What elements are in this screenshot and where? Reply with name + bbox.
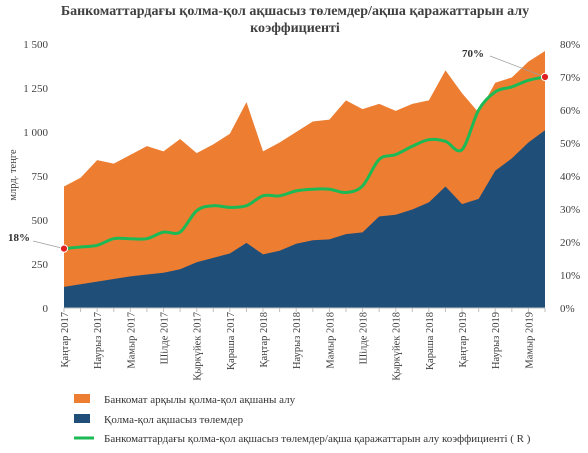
y-tick-label: 500 <box>32 215 49 227</box>
x-tick-label: Қаңтар 2019 <box>458 312 469 368</box>
x-axis: Қаңтар 2017 Наурыз 2017 Мамыр 2017 Шілде 20… <box>60 307 546 381</box>
annotations: 18% 70% <box>8 48 550 253</box>
y-tick-label: 750 <box>32 171 49 183</box>
x-tick-label: Қаңтар 2017 <box>60 312 71 368</box>
plot-area <box>63 51 546 308</box>
chart-title-line-2: коэффициенті <box>250 21 340 36</box>
annotation-leader <box>32 240 65 249</box>
x-tick-label: Наурыз 2018 <box>292 312 303 369</box>
annotation-marker <box>59 244 69 253</box>
y-axis-left: 0 250 500 750 1 000 1 250 1 500 <box>23 39 48 315</box>
y2-tick-label: 0% <box>560 303 575 315</box>
annotation-leader <box>489 55 546 78</box>
legend-label-ratio: Банкоматтардағы қолма-қол ақшасыз төлемд… <box>104 433 531 445</box>
chart-title-line-1: Банкоматтардағы қолма-қол ақшасыз төлемд… <box>61 4 529 19</box>
x-tick-label: Қараша 2018 <box>425 312 436 370</box>
x-tick-label: Наурыз 2017 <box>93 312 104 369</box>
x-tick-label: Қараша 2017 <box>226 312 237 370</box>
y-tick-label: 0 <box>43 303 49 315</box>
annotation-label: 70% <box>462 48 484 60</box>
line-series-ratio <box>63 75 546 251</box>
x-tick-label: Наурыз 2019 <box>491 312 502 369</box>
annotation-marker <box>540 72 550 82</box>
y2-tick-label: 70% <box>560 72 580 84</box>
x-tick-label: Қыркүйек 2017 <box>193 312 204 381</box>
y-tick-label: 1 500 <box>23 39 48 51</box>
y2-tick-label: 50% <box>560 138 580 150</box>
y2-tick-label: 10% <box>560 270 580 282</box>
y2-tick-label: 30% <box>560 204 580 216</box>
y-axis-label: млрд. теңге <box>8 149 19 201</box>
x-tick-label: Мамыр 2017 <box>126 312 137 369</box>
legend: Банкомат арқылы қолма-қол ақшаны алу Қол… <box>74 394 531 445</box>
y2-tick-label: 40% <box>560 171 580 183</box>
y2-tick-label: 20% <box>560 237 580 249</box>
x-tick-label: Шілде 2018 <box>359 312 370 364</box>
area-series-cashless-payments <box>64 130 545 308</box>
x-tick-label: Мамыр 2019 <box>524 312 535 369</box>
y2-tick-label: 80% <box>560 39 580 51</box>
x-tick-label: Шілде 2017 <box>160 312 171 364</box>
annotation-label: 18% <box>8 232 30 244</box>
y-tick-label: 1 250 <box>23 83 48 95</box>
y-tick-label: 1 000 <box>23 127 48 139</box>
legend-swatch-cashless <box>74 414 90 423</box>
y-axis-right: 0% 10% 20% 30% 40% 50% 60% 70% 80% <box>560 39 580 315</box>
x-tick-label: Қаңтар 2018 <box>259 312 270 368</box>
x-tick-label: Қыркүйек 2018 <box>392 312 403 381</box>
y-tick-label: 250 <box>32 259 49 271</box>
legend-label-cashless: Қолма-қол ақшасыз төлемдер <box>104 414 244 426</box>
x-tick-label: Мамыр 2018 <box>325 312 336 369</box>
legend-label-atm: Банкомат арқылы қолма-қол ақшаны алу <box>104 394 296 406</box>
legend-swatch-atm <box>74 394 90 403</box>
y2-tick-label: 60% <box>560 105 580 117</box>
